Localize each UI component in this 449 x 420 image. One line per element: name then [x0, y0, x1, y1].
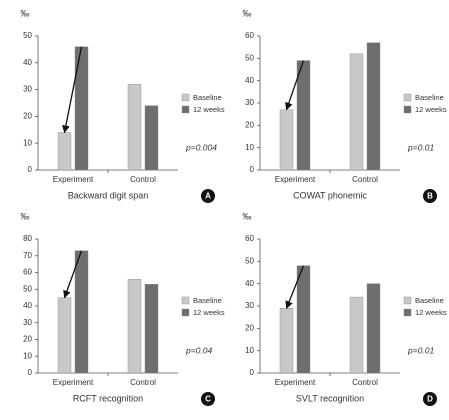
y-tick-label: 10 — [23, 351, 32, 360]
legend-swatch — [403, 93, 412, 102]
legend-swatch — [181, 105, 190, 114]
y-tick-label: 40 — [23, 301, 32, 310]
y-tick-label: 30 — [245, 98, 254, 107]
y-tick-label: 60 — [23, 268, 32, 277]
y-tick-label: 30 — [23, 318, 32, 327]
change-arrow — [285, 265, 305, 309]
legend-label: 12 weeks — [193, 105, 225, 114]
change-arrow — [285, 60, 305, 111]
panel: ‰ 0 10 20 30 40 50 60 Experiment Control Baseline 1… — [243, 211, 447, 406]
bar — [349, 296, 364, 374]
change-arrow — [63, 250, 83, 299]
bar — [57, 132, 72, 171]
x-axis-label: RCFT recognition — [73, 393, 143, 403]
y-tick-label: 0 — [250, 165, 255, 174]
y-tick-label: 0 — [28, 368, 33, 377]
bar — [366, 42, 381, 171]
x-tick-label: Experiment — [275, 378, 316, 387]
x-tick-label: Experiment — [53, 378, 94, 387]
y-tick-label: 60 — [245, 234, 254, 243]
y-tick-label: 0 — [28, 165, 33, 174]
bar — [349, 53, 364, 171]
legend-swatch — [181, 93, 190, 102]
y-axis-label: ‰ — [243, 8, 252, 18]
legend-swatch — [181, 308, 190, 317]
bar — [144, 284, 159, 374]
legend-swatch — [181, 296, 190, 305]
y-tick-label: 70 — [23, 251, 32, 260]
panel: ‰ 0 10 20 30 40 50 60 Experiment Control Baseline 1… — [243, 8, 447, 203]
panel: ‰ 0 10 20 30 40 50 Experiment Control Baseline 12 … — [21, 8, 225, 203]
legend-swatch — [403, 308, 412, 317]
y-tick-label: 20 — [23, 335, 32, 344]
bar — [74, 250, 89, 374]
y-tick-label: 20 — [245, 120, 254, 129]
y-tick-label: 10 — [23, 138, 32, 147]
x-axis-label: SVLT recognition — [296, 393, 364, 403]
x-tick-label: Control — [352, 378, 378, 387]
p-value: p=0.004 — [185, 142, 217, 152]
y-tick-label: 50 — [245, 53, 254, 62]
y-tick-label: 20 — [23, 112, 32, 121]
y-tick-label: 20 — [245, 323, 254, 332]
p-value: p=0.01 — [407, 142, 435, 152]
y-tick-label: 50 — [245, 256, 254, 265]
legend-label: Baseline — [193, 93, 222, 102]
y-tick-label: 30 — [23, 85, 32, 94]
y-axis-label: ‰ — [243, 211, 252, 221]
bar — [57, 297, 72, 374]
y-tick-label: 10 — [245, 346, 254, 355]
y-axis-label: ‰ — [21, 211, 30, 221]
y-tick-label: 50 — [23, 31, 32, 40]
x-tick-label: Control — [352, 175, 378, 184]
bar — [127, 278, 142, 374]
change-arrow — [62, 46, 83, 134]
p-value: p=0.01 — [407, 345, 435, 355]
p-value: p=0.04 — [185, 345, 213, 355]
y-axis-label: ‰ — [21, 8, 30, 18]
legend-swatch — [403, 105, 412, 114]
bar — [74, 46, 89, 171]
bar — [296, 60, 311, 171]
panel-badge — [423, 189, 437, 203]
x-tick-label: Control — [130, 175, 156, 184]
panel-letter: D — [427, 395, 433, 404]
x-tick-label: Control — [130, 378, 156, 387]
legend-label: Baseline — [193, 296, 222, 305]
bar — [144, 105, 159, 171]
bar — [366, 283, 381, 374]
panel-letter: C — [205, 395, 211, 404]
y-tick-label: 80 — [23, 234, 32, 243]
legend-label: Baseline — [415, 93, 444, 102]
panel: ‰ 0 10 20 30 40 50 60 70 80 Experiment Control Basel… — [21, 211, 225, 406]
y-tick-label: 40 — [245, 76, 254, 85]
bar — [279, 308, 294, 374]
y-tick-label: 40 — [245, 279, 254, 288]
legend-label: 12 weeks — [415, 308, 447, 317]
y-tick-label: 10 — [245, 143, 254, 152]
x-tick-label: Experiment — [53, 175, 94, 184]
panel-badge — [201, 392, 215, 406]
y-tick-label: 0 — [250, 368, 255, 377]
y-tick-label: 60 — [245, 31, 254, 40]
x-axis-label: COWAT phonemic — [293, 190, 367, 200]
panel-badge — [423, 392, 437, 406]
y-tick-label: 30 — [245, 301, 254, 310]
panel-letter: B — [427, 192, 433, 201]
panel-badge — [201, 189, 215, 203]
legend-swatch — [403, 296, 412, 305]
y-tick-label: 40 — [23, 58, 32, 67]
bar — [296, 265, 311, 374]
legend-label: 12 weeks — [415, 105, 447, 114]
legend-label: Baseline — [415, 296, 444, 305]
y-tick-label: 50 — [23, 284, 32, 293]
x-tick-label: Experiment — [275, 175, 316, 184]
panel-letter: A — [205, 192, 211, 201]
x-axis-label: Backward digit span — [68, 190, 149, 200]
legend-label: 12 weeks — [193, 308, 225, 317]
bar — [279, 109, 294, 171]
bar — [127, 84, 142, 171]
